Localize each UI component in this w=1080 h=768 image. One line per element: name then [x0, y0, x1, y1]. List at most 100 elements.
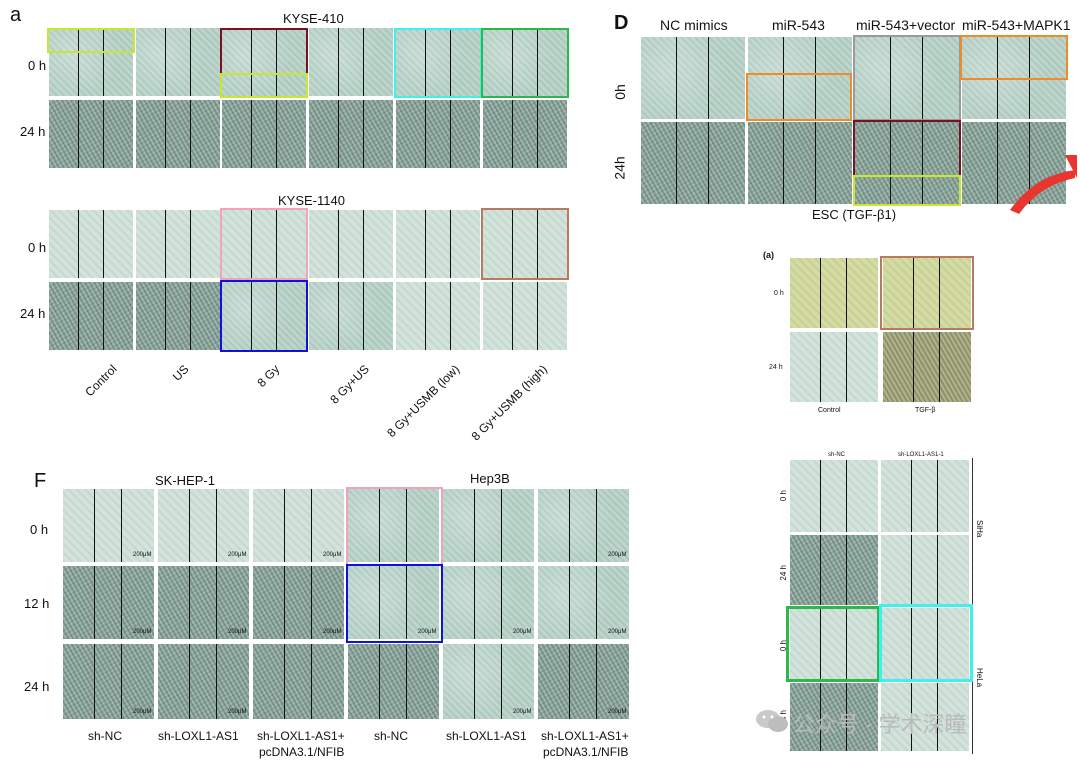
panel-a-col-label: 8 Gy+USMB (high) — [468, 362, 550, 444]
micrograph — [790, 460, 878, 532]
watermark-text: 公众号 · 学术深瞳 — [793, 712, 967, 737]
panel-a-row-label: 0 h — [28, 58, 47, 73]
panel-d-col-label: miR-543+MAPK1 — [962, 17, 1071, 33]
panel-small-a-letter: (a) — [763, 250, 774, 260]
micrograph — [49, 282, 133, 350]
micrograph — [483, 100, 567, 168]
micrograph — [396, 282, 480, 350]
highlight-box-pink — [346, 487, 443, 566]
micrograph — [309, 100, 393, 168]
scale-bar-label: 200μM — [228, 629, 247, 635]
panel-small-a-row-label: 24 h — [769, 364, 783, 371]
micrograph — [790, 535, 878, 605]
scale-bar-label: 200μM — [133, 709, 152, 715]
micrograph — [790, 258, 878, 328]
scale-bar-label: 200μM — [608, 552, 627, 558]
highlight-box-green — [481, 28, 569, 98]
micrograph — [396, 210, 480, 278]
highlight-box-pink — [220, 208, 308, 280]
highlight-box-blue — [220, 280, 308, 352]
panel-a-title-top: KYSE-410 — [283, 11, 344, 26]
micrograph — [538, 566, 629, 639]
scale-bar-label: 200μM — [608, 629, 627, 635]
panel-a-title-bottom: KYSE-1140 — [278, 193, 345, 208]
micrograph — [309, 28, 393, 96]
panel-sh-col-label: sh-LOXL1-AS1-1 — [898, 452, 944, 458]
panel-d-col-label: miR-543 — [772, 17, 825, 33]
panel-f-col-label: sh-NC — [374, 729, 409, 743]
panel-a-row-label: 0 h — [28, 240, 47, 255]
scale-bar-label: 200μM — [608, 709, 627, 715]
panel-sh-col-label: sh-NC — [828, 452, 846, 458]
highlight-box-lime — [220, 73, 308, 98]
micrograph — [136, 28, 220, 96]
highlight-box-gray — [853, 35, 961, 121]
scale-bar-label: 200μM — [513, 709, 532, 715]
scale-bar-label: 200μM — [228, 709, 247, 715]
micrograph — [443, 566, 534, 639]
micrograph — [881, 535, 969, 605]
micrograph — [63, 566, 154, 639]
panel-f-col-label: sh-LOXL1-AS1+ — [541, 729, 629, 743]
panel-small-a-col-label: TGF-β — [915, 407, 936, 414]
micrograph — [855, 37, 959, 119]
micrograph — [538, 644, 629, 719]
panel-small-a-row-label: 0 h — [774, 290, 784, 297]
micrograph — [790, 608, 878, 680]
micrograph — [63, 489, 154, 562]
micrograph — [136, 282, 220, 350]
highlight-box-orange — [960, 35, 1068, 80]
micrograph — [883, 332, 971, 402]
micrograph — [883, 258, 971, 328]
scale-bar-label: 200μM — [228, 552, 247, 558]
highlight-box-orange — [746, 73, 852, 121]
panel-f-row-label: 12 h — [24, 596, 50, 611]
scale-bar-label: 200μM — [323, 552, 342, 558]
micrograph — [881, 460, 969, 532]
scale-bar-label: 200μM — [418, 629, 437, 635]
micrograph — [348, 489, 439, 562]
micrograph — [136, 100, 220, 168]
scale-bar-label: 200μM — [133, 552, 152, 558]
panel-f-col-label-line2: pcDNA3.1/NFIB — [543, 745, 629, 759]
panel-a-col-label: US — [170, 362, 192, 384]
micrograph — [641, 122, 745, 204]
micrograph — [222, 210, 306, 278]
panel-f-col-label: sh-LOXL1-AS1 — [446, 729, 527, 743]
red-arc-icon — [1010, 155, 1077, 214]
panel-a-col-label: Control — [82, 362, 120, 400]
micrograph — [483, 210, 567, 278]
micrograph — [443, 489, 534, 562]
panel-a-col-label: 8 Gy+USMB (low) — [383, 362, 462, 441]
panel-d-col-label: miR-543+vector — [856, 17, 956, 33]
scale-bar-label: 200μM — [323, 629, 342, 635]
micrograph — [443, 644, 534, 719]
scale-bar-label: 200μM — [133, 629, 152, 635]
panel-f-col-label: sh-LOXL1-AS1+ — [257, 729, 345, 743]
micrograph — [222, 100, 306, 168]
highlight-box-brown — [880, 256, 974, 330]
panel-d-col-label: NC mimics — [660, 17, 728, 33]
highlight-box-blue — [346, 564, 443, 643]
micrograph — [158, 566, 249, 639]
micrograph — [790, 332, 878, 402]
panel-d-caption: ESC (TGF-β1) — [812, 207, 897, 222]
micrograph — [309, 210, 393, 278]
panel-f-row-label: 0 h — [30, 522, 49, 537]
panel-a-col-label: 8 Gy+US — [327, 362, 372, 407]
micrograph — [136, 210, 220, 278]
micrograph — [63, 644, 154, 719]
panel-f-col-label: sh-LOXL1-AS1 — [158, 729, 239, 743]
micrograph — [253, 644, 344, 719]
panel-a-row-label: 24 h — [20, 306, 46, 321]
highlight-box-cyan — [394, 28, 482, 98]
wechat-icon — [755, 708, 789, 734]
micrograph — [790, 683, 878, 751]
micrograph — [309, 282, 393, 350]
micrograph — [222, 28, 306, 96]
highlight-box-lime — [853, 175, 961, 206]
micrograph — [158, 644, 249, 719]
panel-d-letter: D — [614, 12, 629, 34]
panel-sh-row-label: 24 h — [779, 565, 788, 581]
panel-f-letter: F — [34, 470, 47, 492]
